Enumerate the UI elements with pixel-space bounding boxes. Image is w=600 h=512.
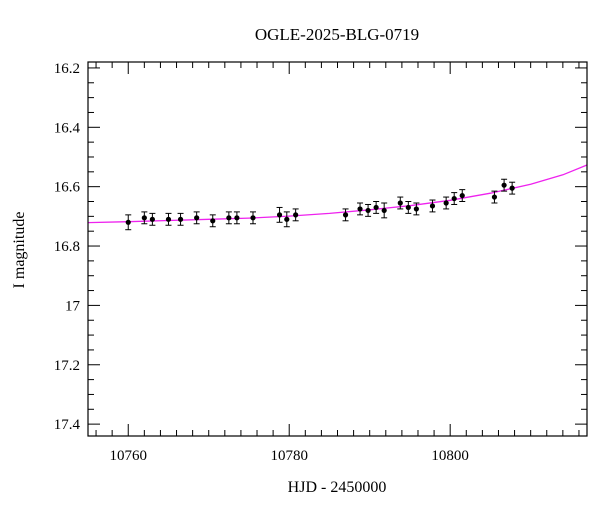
plot-frame <box>87 61 588 437</box>
data-points-layer <box>125 178 516 231</box>
chart-title: OGLE-2025-BLG-0719 <box>255 25 419 44</box>
data-point-marker <box>226 215 232 221</box>
data-point-marker <box>210 218 216 224</box>
data-point <box>373 201 380 214</box>
data-point <box>233 211 240 225</box>
data-point-marker <box>459 192 465 199</box>
data-point-marker <box>413 206 419 212</box>
y-axis-label: I magnitude <box>11 212 28 289</box>
data-point-marker <box>509 185 515 191</box>
data-point <box>177 212 184 226</box>
data-point-marker <box>276 212 283 218</box>
y-tick-label: 17.2 <box>54 358 80 374</box>
data-point <box>249 211 256 225</box>
data-point <box>381 202 388 219</box>
data-point <box>209 214 216 228</box>
data-point-marker <box>451 195 457 202</box>
data-point-marker <box>491 194 498 200</box>
data-point <box>193 211 200 225</box>
data-point-marker <box>381 207 387 214</box>
data-point-marker <box>284 216 290 222</box>
data-point-marker <box>149 216 155 222</box>
data-point <box>413 202 420 216</box>
data-point-marker <box>342 212 349 218</box>
data-point <box>459 189 466 203</box>
data-point-marker <box>397 200 403 206</box>
data-point <box>501 178 508 192</box>
data-point-marker <box>373 204 379 211</box>
x-tick-label: 10780 <box>270 448 308 464</box>
data-point <box>397 196 404 210</box>
data-point-marker <box>125 219 131 225</box>
x-axis-label: HJD - 2450000 <box>288 479 387 496</box>
data-point-marker <box>141 215 147 221</box>
data-point <box>149 212 156 226</box>
data-point-marker <box>250 215 256 221</box>
data-point-marker <box>501 182 507 188</box>
data-point-marker <box>365 207 371 214</box>
model-curve-line <box>87 164 588 224</box>
data-point <box>429 199 436 213</box>
data-point <box>225 211 232 225</box>
data-point <box>165 212 172 226</box>
data-point <box>405 201 412 214</box>
y-tick-label: 17 <box>65 298 81 314</box>
data-point-marker <box>293 212 299 218</box>
y-tick-label: 16.2 <box>54 61 80 77</box>
y-tick-label: 16.6 <box>54 180 81 196</box>
data-point <box>283 211 290 228</box>
data-point <box>276 206 283 223</box>
data-point <box>357 202 364 216</box>
data-point-marker <box>405 204 411 211</box>
model-curve-layer <box>87 164 588 224</box>
ticks-layer: 10760 10780 10800 16.2 16.4 16.6 16.8 17 17.2 17.… <box>54 61 587 464</box>
data-point <box>342 208 349 222</box>
data-point-marker <box>194 215 200 221</box>
data-point-marker <box>165 216 172 222</box>
y-tick-label: 16.4 <box>54 120 81 136</box>
data-point <box>125 214 132 231</box>
x-tick-label: 10760 <box>109 448 147 464</box>
data-point <box>451 192 458 205</box>
data-point-marker <box>357 206 363 212</box>
data-point-marker <box>177 216 184 222</box>
data-point-marker <box>429 203 436 209</box>
data-point <box>509 181 516 195</box>
data-point-marker <box>443 200 449 206</box>
data-point <box>141 211 148 225</box>
data-point <box>365 203 372 217</box>
data-point <box>491 190 498 204</box>
y-tick-label: 16.8 <box>54 239 80 255</box>
y-tick-label: 17.4 <box>54 417 81 433</box>
data-point <box>443 196 450 210</box>
data-point <box>292 208 299 222</box>
x-tick-label: 10800 <box>431 448 469 464</box>
data-point-marker <box>234 215 240 221</box>
